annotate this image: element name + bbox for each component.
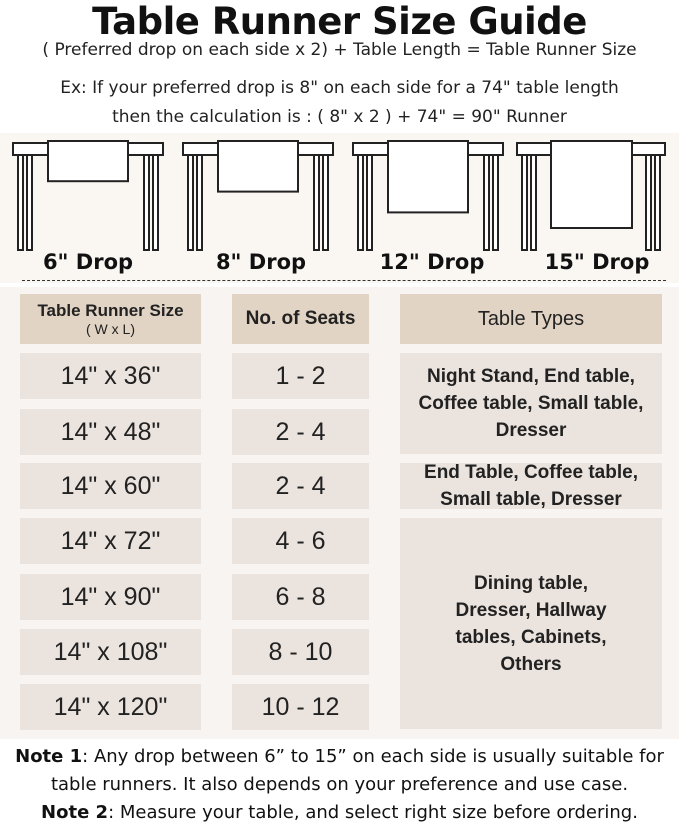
drop-label: 8" Drop: [215, 250, 307, 274]
table-leg: [357, 152, 364, 251]
seats-cell: 2 - 4: [232, 409, 369, 455]
table-leg: [366, 152, 373, 251]
drop-diagram: [0, 133, 679, 283]
note-1: Note 1: Any drop between 6” to 15” on ea…: [0, 746, 679, 767]
seats-cell: 8 - 10: [232, 629, 369, 675]
page-title: Table Runner Size Guide: [92, 0, 587, 43]
note-1-label: Note 1: [15, 746, 83, 767]
table-types-cell: End Table, Coffee table, Small table, Dr…: [400, 462, 662, 510]
table-leg: [645, 152, 652, 251]
drop-label: 15" Drop: [544, 250, 650, 274]
example-line-2: then the calculation is : ( 8" x 2 ) + 7…: [112, 107, 567, 127]
note-1-cont: table runners. It also depends on your p…: [50, 774, 629, 795]
table-leg: [530, 152, 537, 251]
drop-label: 6" Drop: [42, 250, 134, 274]
drop-label: 12" Drop: [379, 250, 485, 274]
size-cell: 14" x 108": [20, 629, 201, 675]
table-types-cell: Dining table, Dresser, Hallway tables, C…: [400, 518, 662, 729]
runner: [550, 140, 633, 229]
table-leg: [483, 152, 490, 251]
seats-cell: 2 - 4: [232, 463, 369, 509]
size-cell: 14" x 60": [20, 463, 201, 509]
table-leg: [143, 152, 150, 251]
header-seats: No. of Seats: [232, 294, 369, 344]
note-2: Note 2: Measure your table, and select r…: [0, 802, 679, 823]
header-size-sub: ( W x L): [86, 321, 135, 337]
table-leg: [196, 152, 203, 251]
size-cell: 14" x 36": [20, 353, 201, 399]
formula-text: ( Preferred drop on each side x 2) + Tab…: [42, 40, 637, 60]
header-size: Table Runner Size ( W x L): [20, 294, 201, 344]
seats-cell: 4 - 6: [232, 518, 369, 564]
note-1-text: : Any drop between 6” to 15” on each sid…: [82, 746, 664, 767]
table-leg: [654, 152, 661, 251]
table-leg: [322, 152, 329, 251]
runner: [47, 140, 129, 183]
note-2-label: Note 2: [41, 802, 109, 823]
size-cell: 14" x 90": [20, 574, 201, 620]
example-line-1: Ex: If your preferred drop is 8" on each…: [60, 78, 619, 98]
seats-cell: 10 - 12: [232, 684, 369, 730]
size-cell: 14" x 120": [20, 684, 201, 730]
seats-cell: 6 - 8: [232, 574, 369, 620]
size-cell: 14" x 72": [20, 518, 201, 564]
table-leg: [313, 152, 320, 251]
table-leg: [152, 152, 159, 251]
size-cell: 14" x 48": [20, 409, 201, 455]
table-types-cell: Night Stand, End table, Coffee table, Sm…: [400, 353, 662, 454]
table-leg: [187, 152, 194, 251]
runner: [217, 140, 299, 193]
table-leg: [17, 152, 24, 251]
table-leg: [26, 152, 33, 251]
note-2-text: : Measure your table, and select right s…: [108, 802, 638, 823]
seats-cell: 1 - 2: [232, 353, 369, 399]
header-types: Table Types: [400, 294, 662, 344]
header-size-label: Table Runner Size: [37, 301, 184, 320]
runner: [387, 140, 469, 214]
table-leg: [521, 152, 528, 251]
divider: [22, 280, 666, 281]
table-leg: [492, 152, 499, 251]
